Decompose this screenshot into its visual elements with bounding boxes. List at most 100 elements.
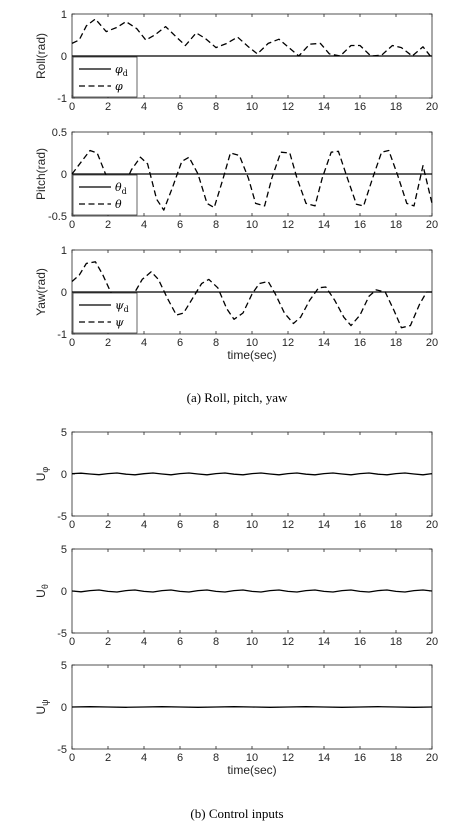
y-tick-label: 0	[61, 702, 67, 714]
x-tick-label: 10	[246, 519, 258, 531]
legend-label: φ	[115, 80, 123, 93]
legend-label: φd	[115, 63, 128, 78]
x-tick-label: 8	[213, 519, 219, 531]
series-line-0	[71, 706, 433, 708]
x-tick-label: 6	[177, 752, 183, 764]
x-tick-label: 18	[390, 337, 402, 349]
y-tick-label: -1	[57, 329, 67, 341]
legend-label: θ	[115, 198, 122, 211]
x-tick-label: 18	[390, 752, 402, 764]
y-tick-label: 0	[61, 469, 67, 481]
caption-b: (b) Control inputs	[190, 806, 283, 821]
x-tick-label: 12	[282, 337, 294, 349]
x-tick-label: 2	[105, 636, 111, 648]
x-axis-label: time(sec)	[227, 348, 276, 362]
x-tick-label: 4	[141, 337, 147, 349]
series-line-1	[71, 149, 433, 211]
x-tick-label: 2	[105, 219, 111, 231]
legend: θd θ	[72, 174, 138, 216]
x-tick-label: 18	[390, 636, 402, 648]
x-tick-label: 14	[318, 337, 330, 349]
x-tick-label: 6	[177, 219, 183, 231]
x-tick-label: 16	[354, 519, 366, 531]
x-tick-label: 2	[105, 101, 111, 113]
y-tick-label: 0.5	[52, 127, 67, 139]
x-tick-label: 2	[105, 752, 111, 764]
x-tick-label: 16	[354, 337, 366, 349]
x-tick-label: 4	[141, 219, 147, 231]
x-axis-label: time(sec)	[227, 763, 276, 777]
y-tick-label: 5	[61, 544, 67, 556]
legend: ψd ψ	[72, 292, 138, 334]
y-axis-label: Roll(rad)	[34, 33, 48, 79]
series-line-1	[71, 18, 433, 59]
y-tick-label: 0	[61, 287, 67, 299]
legend-label: ψd	[115, 299, 129, 314]
x-tick-label: 14	[318, 752, 330, 764]
y-axis-label: Uψ	[34, 699, 50, 714]
x-tick-label: 14	[318, 519, 330, 531]
y-tick-label: -0.5	[48, 211, 67, 223]
x-tick-label: 16	[354, 219, 366, 231]
y-tick-label: 1	[61, 245, 67, 257]
x-tick-label: 4	[141, 519, 147, 531]
x-tick-label: 10	[246, 219, 258, 231]
legend-box	[72, 292, 138, 334]
y-tick-label: 5	[61, 660, 67, 672]
x-tick-label: 2	[105, 519, 111, 531]
x-tick-label: 0	[69, 752, 75, 764]
caption-a: (a) Roll, pitch, yaw	[187, 390, 288, 405]
y-tick-label: 1	[61, 9, 67, 21]
chart-yaw: 0 2 4 6 8 10 12 14 16 18 20-101Yaw(rad)time(sec)ψd…	[34, 245, 438, 362]
x-tick-label: 10	[246, 337, 258, 349]
x-tick-label: 8	[213, 337, 219, 349]
x-tick-label: 8	[213, 101, 219, 113]
x-tick-label: 6	[177, 519, 183, 531]
series-line-1	[71, 261, 432, 329]
x-tick-label: 0	[69, 636, 75, 648]
y-axis-label: Yaw(rad)	[34, 268, 48, 316]
x-tick-label: 6	[177, 636, 183, 648]
x-tick-label: 8	[213, 636, 219, 648]
y-tick-label: 0	[61, 169, 67, 181]
x-tick-label: 10	[246, 752, 258, 764]
y-tick-label: 0	[61, 586, 67, 598]
x-tick-label: 8	[213, 752, 219, 764]
x-tick-label: 4	[141, 752, 147, 764]
y-tick-label: -5	[57, 744, 67, 756]
y-axis-label: Pitch(rad)	[34, 148, 48, 200]
x-tick-label: 6	[177, 337, 183, 349]
x-tick-label: 20	[426, 752, 438, 764]
x-tick-label: 8	[213, 219, 219, 231]
x-tick-label: 12	[282, 636, 294, 648]
series-line-0	[71, 589, 433, 593]
x-tick-label: 16	[354, 101, 366, 113]
legend-label: θd	[115, 181, 127, 196]
y-axis-label: Uφ	[34, 467, 50, 482]
x-tick-label: 20	[426, 337, 438, 349]
x-tick-label: 6	[177, 101, 183, 113]
x-tick-label: 12	[282, 752, 294, 764]
x-tick-label: 20	[426, 636, 438, 648]
legend: φd φ	[72, 56, 138, 98]
y-tick-label: 5	[61, 427, 67, 439]
x-tick-label: 14	[318, 101, 330, 113]
x-tick-label: 16	[354, 636, 366, 648]
x-tick-label: 0	[69, 219, 75, 231]
x-tick-label: 14	[318, 219, 330, 231]
x-tick-label: 0	[69, 337, 75, 349]
x-tick-label: 20	[426, 519, 438, 531]
y-tick-label: 0	[61, 51, 67, 63]
y-tick-label: -1	[57, 93, 67, 105]
legend-box	[72, 56, 138, 98]
x-tick-label: 10	[246, 101, 258, 113]
x-tick-label: 10	[246, 636, 258, 648]
x-tick-label: 2	[105, 337, 111, 349]
x-tick-label: 18	[390, 519, 402, 531]
x-tick-label: 18	[390, 101, 402, 113]
legend-label: ψ	[115, 316, 124, 329]
x-tick-label: 4	[141, 636, 147, 648]
